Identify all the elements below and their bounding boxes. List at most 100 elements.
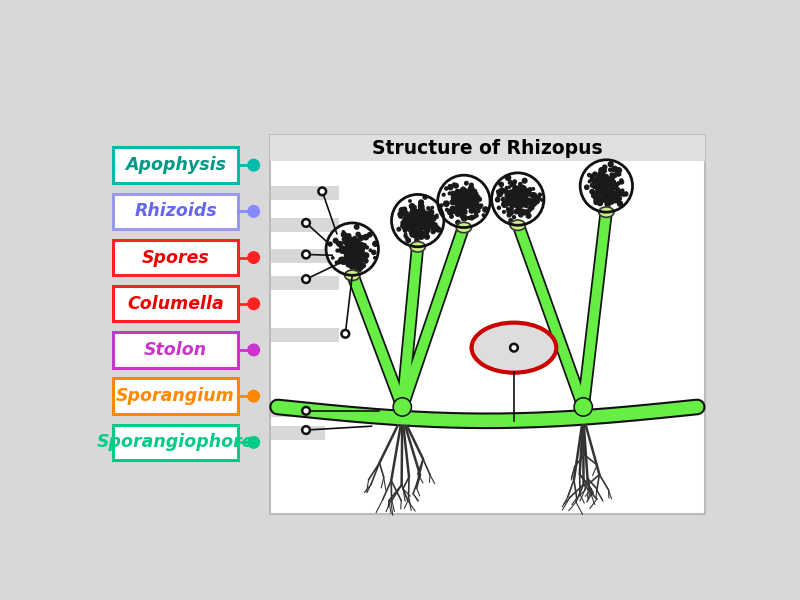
Circle shape [359, 251, 362, 254]
Circle shape [617, 196, 622, 200]
Circle shape [359, 242, 363, 247]
Circle shape [516, 196, 521, 200]
Circle shape [352, 250, 355, 252]
Circle shape [467, 189, 470, 193]
Circle shape [473, 196, 478, 202]
Circle shape [604, 184, 608, 188]
Circle shape [605, 202, 610, 206]
Circle shape [302, 275, 310, 283]
Circle shape [417, 221, 420, 224]
Circle shape [518, 200, 521, 202]
Circle shape [517, 197, 520, 201]
Circle shape [606, 185, 608, 188]
Circle shape [602, 197, 607, 202]
Circle shape [463, 199, 467, 203]
Circle shape [526, 214, 531, 218]
Circle shape [347, 245, 351, 248]
Circle shape [346, 262, 351, 267]
Circle shape [523, 204, 526, 207]
Circle shape [417, 212, 422, 217]
Circle shape [536, 200, 539, 203]
Circle shape [350, 247, 354, 251]
Circle shape [602, 187, 607, 192]
Circle shape [602, 182, 604, 184]
Circle shape [505, 188, 507, 191]
Circle shape [469, 186, 474, 191]
Circle shape [353, 251, 357, 256]
Circle shape [613, 184, 616, 187]
Circle shape [470, 197, 474, 200]
Circle shape [474, 195, 480, 200]
Circle shape [348, 243, 351, 247]
Circle shape [519, 185, 522, 188]
Circle shape [523, 197, 527, 201]
Circle shape [358, 245, 362, 249]
Circle shape [601, 187, 604, 190]
Circle shape [517, 200, 520, 203]
Circle shape [419, 224, 425, 229]
Circle shape [607, 197, 612, 202]
Circle shape [354, 262, 357, 265]
Circle shape [349, 238, 353, 241]
Circle shape [604, 181, 607, 184]
Circle shape [359, 248, 364, 253]
Circle shape [342, 250, 347, 254]
Circle shape [462, 201, 464, 203]
Circle shape [470, 199, 473, 203]
Circle shape [521, 194, 526, 199]
Circle shape [350, 256, 352, 259]
Ellipse shape [598, 207, 614, 217]
Circle shape [462, 191, 465, 194]
Circle shape [422, 220, 427, 225]
Circle shape [420, 230, 422, 232]
Circle shape [363, 253, 369, 258]
Circle shape [519, 191, 522, 194]
Circle shape [598, 173, 601, 176]
Circle shape [515, 196, 518, 199]
Circle shape [411, 220, 415, 223]
Circle shape [417, 219, 419, 221]
Circle shape [605, 184, 608, 187]
Circle shape [347, 250, 350, 252]
Circle shape [474, 192, 478, 197]
FancyBboxPatch shape [271, 218, 339, 232]
Circle shape [427, 226, 430, 229]
Circle shape [412, 228, 417, 233]
Circle shape [350, 248, 354, 251]
Circle shape [346, 250, 350, 254]
Circle shape [414, 206, 416, 209]
Circle shape [516, 193, 521, 197]
Circle shape [438, 175, 490, 227]
Circle shape [605, 186, 609, 190]
Circle shape [613, 196, 616, 199]
Circle shape [510, 197, 515, 202]
Circle shape [465, 197, 470, 202]
Circle shape [610, 175, 614, 179]
Circle shape [348, 261, 351, 265]
Circle shape [462, 199, 466, 203]
Circle shape [346, 234, 351, 238]
Circle shape [459, 194, 463, 199]
Circle shape [516, 205, 518, 208]
Circle shape [517, 194, 522, 199]
Circle shape [357, 244, 361, 248]
Circle shape [411, 221, 416, 226]
Circle shape [517, 203, 522, 208]
Circle shape [374, 257, 376, 259]
Circle shape [597, 179, 602, 184]
Circle shape [351, 251, 356, 256]
Circle shape [604, 184, 608, 187]
Circle shape [518, 193, 522, 196]
Circle shape [354, 248, 356, 251]
Circle shape [349, 249, 352, 253]
Circle shape [498, 189, 503, 194]
Circle shape [593, 184, 598, 188]
Circle shape [514, 193, 518, 196]
Circle shape [358, 244, 362, 247]
Circle shape [509, 191, 514, 196]
Circle shape [514, 186, 518, 190]
Circle shape [529, 198, 531, 201]
Circle shape [416, 218, 419, 222]
Circle shape [358, 254, 362, 259]
Circle shape [606, 182, 610, 185]
